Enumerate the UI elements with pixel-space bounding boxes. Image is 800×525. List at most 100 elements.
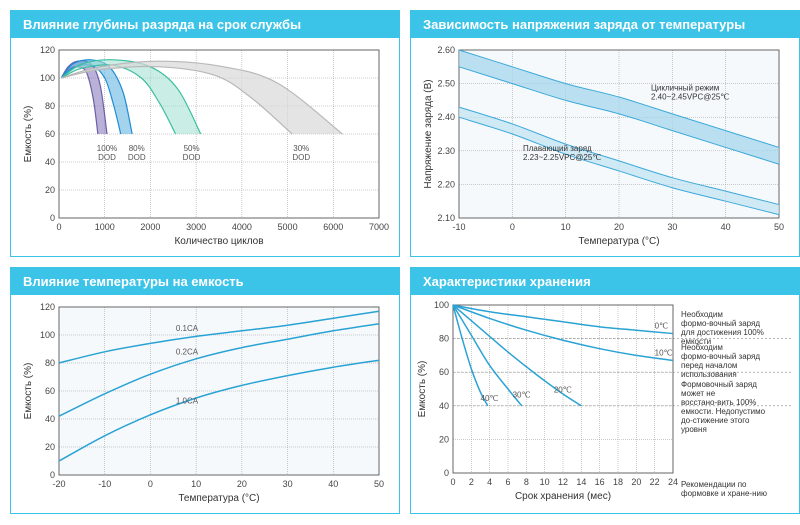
panel-temp-capacity-title: Влияние температуры на емкость bbox=[11, 268, 399, 295]
svg-text:0: 0 bbox=[444, 468, 449, 478]
svg-text:14: 14 bbox=[576, 477, 586, 487]
svg-text:10: 10 bbox=[561, 222, 571, 232]
svg-text:40: 40 bbox=[45, 157, 55, 167]
svg-text:50: 50 bbox=[374, 479, 384, 489]
panel-dod-title: Влияние глубины разряда на срок службы bbox=[11, 11, 399, 38]
svg-text:30%: 30% bbox=[293, 144, 309, 153]
svg-text:Емкость (%): Емкость (%) bbox=[23, 363, 34, 420]
svg-text:22: 22 bbox=[650, 477, 660, 487]
svg-text:0: 0 bbox=[450, 477, 455, 487]
svg-text:60: 60 bbox=[439, 367, 449, 377]
svg-text:DOD: DOD bbox=[98, 153, 116, 162]
svg-text:40: 40 bbox=[721, 222, 731, 232]
chart-storage: 024681012141618202224020406080100Срок хр… bbox=[415, 299, 793, 509]
svg-text:8: 8 bbox=[524, 477, 529, 487]
svg-text:50%: 50% bbox=[184, 144, 200, 153]
svg-text:10: 10 bbox=[540, 477, 550, 487]
svg-text:восстано-вить 100%: восстано-вить 100% bbox=[681, 398, 756, 407]
svg-text:Температура (°C): Температура (°C) bbox=[578, 236, 659, 247]
svg-text:20: 20 bbox=[614, 222, 624, 232]
svg-text:емкости. Недопустимо: емкости. Недопустимо bbox=[681, 407, 766, 416]
svg-text:6000: 6000 bbox=[323, 222, 343, 232]
svg-text:для достижения 100%: для достижения 100% bbox=[681, 328, 764, 337]
svg-text:3000: 3000 bbox=[186, 222, 206, 232]
svg-text:2.30: 2.30 bbox=[437, 146, 455, 156]
svg-text:0: 0 bbox=[50, 470, 55, 480]
svg-text:Напряжение заряда (В): Напряжение заряда (В) bbox=[423, 79, 434, 188]
svg-text:80: 80 bbox=[45, 101, 55, 111]
chart-voltage: -10010203040502.102.202.302.402.502.60Те… bbox=[415, 42, 793, 252]
svg-text:12: 12 bbox=[558, 477, 568, 487]
svg-text:формо-вочный заряд: формо-вочный заряд bbox=[681, 319, 760, 328]
svg-text:Рекомендации по: Рекомендации по bbox=[681, 480, 747, 489]
svg-text:Плавающий заряд: Плавающий заряд bbox=[523, 144, 592, 153]
panel-storage: Характеристики хранения 0246810121416182… bbox=[410, 267, 800, 514]
svg-text:80%: 80% bbox=[129, 144, 145, 153]
svg-text:Емкость (%): Емкость (%) bbox=[23, 106, 34, 163]
svg-text:120: 120 bbox=[40, 45, 55, 55]
svg-text:DOD: DOD bbox=[183, 153, 201, 162]
svg-text:24: 24 bbox=[668, 477, 678, 487]
svg-text:16: 16 bbox=[595, 477, 605, 487]
svg-text:перед началом: перед началом bbox=[681, 361, 737, 370]
svg-text:80: 80 bbox=[439, 334, 449, 344]
svg-text:0.2CA: 0.2CA bbox=[176, 348, 199, 357]
svg-text:Необходим: Необходим bbox=[681, 310, 723, 319]
svg-text:до-стижение этого: до-стижение этого bbox=[681, 416, 750, 425]
svg-text:6: 6 bbox=[505, 477, 510, 487]
panel-dod: Влияние глубины разряда на срок службы 0… bbox=[10, 10, 400, 257]
svg-text:формо-вочный заряд: формо-вочный заряд bbox=[681, 352, 760, 361]
svg-text:2.60: 2.60 bbox=[437, 45, 455, 55]
panel-voltage-title: Зависимость напряжения заряда от темпера… bbox=[411, 11, 799, 38]
svg-text:4: 4 bbox=[487, 477, 492, 487]
svg-text:Температура (°C): Температура (°C) bbox=[178, 493, 259, 504]
svg-text:100: 100 bbox=[434, 300, 449, 310]
svg-text:5000: 5000 bbox=[278, 222, 298, 232]
svg-text:4000: 4000 bbox=[232, 222, 252, 232]
svg-text:-10: -10 bbox=[452, 222, 465, 232]
svg-text:50: 50 bbox=[774, 222, 784, 232]
svg-text:20: 20 bbox=[631, 477, 641, 487]
svg-text:2: 2 bbox=[469, 477, 474, 487]
svg-text:30: 30 bbox=[667, 222, 677, 232]
panel-voltage: Зависимость напряжения заряда от темпера… bbox=[410, 10, 800, 257]
svg-text:60: 60 bbox=[45, 386, 55, 396]
svg-text:30: 30 bbox=[283, 479, 293, 489]
svg-text:1000: 1000 bbox=[95, 222, 115, 232]
svg-text:Срок хранения (мес): Срок хранения (мес) bbox=[515, 491, 611, 502]
svg-text:2.40~2.45VPC@25℃: 2.40~2.45VPC@25℃ bbox=[651, 92, 729, 101]
svg-text:уровня: уровня bbox=[681, 425, 707, 434]
svg-text:формовке и хране-нию: формовке и хране-нию bbox=[681, 489, 767, 498]
svg-text:100: 100 bbox=[40, 330, 55, 340]
svg-text:20: 20 bbox=[439, 434, 449, 444]
svg-text:Цикличный режим: Цикличный режим bbox=[651, 83, 719, 92]
svg-text:0: 0 bbox=[148, 479, 153, 489]
svg-text:может не: может не bbox=[681, 389, 716, 398]
svg-text:18: 18 bbox=[613, 477, 623, 487]
svg-text:-20: -20 bbox=[52, 479, 65, 489]
svg-text:2000: 2000 bbox=[140, 222, 160, 232]
svg-text:использования: использования bbox=[681, 370, 737, 379]
chart-dod: 0100020003000400050006000700002040608010… bbox=[15, 42, 393, 252]
svg-text:40: 40 bbox=[439, 401, 449, 411]
svg-text:Емкость (%): Емкость (%) bbox=[417, 361, 428, 418]
svg-text:10: 10 bbox=[191, 479, 201, 489]
svg-text:DOD: DOD bbox=[292, 153, 310, 162]
panel-storage-title: Характеристики хранения bbox=[411, 268, 799, 295]
svg-text:0.1CA: 0.1CA bbox=[176, 324, 199, 333]
svg-text:40℃: 40℃ bbox=[481, 394, 499, 403]
svg-text:20: 20 bbox=[45, 442, 55, 452]
svg-text:20: 20 bbox=[237, 479, 247, 489]
svg-text:2.20: 2.20 bbox=[437, 179, 455, 189]
svg-text:0: 0 bbox=[510, 222, 515, 232]
svg-text:DOD: DOD bbox=[128, 153, 146, 162]
svg-text:40: 40 bbox=[45, 414, 55, 424]
svg-text:2.50: 2.50 bbox=[437, 79, 455, 89]
svg-text:100%: 100% bbox=[97, 144, 117, 153]
svg-text:0: 0 bbox=[56, 222, 61, 232]
svg-text:20: 20 bbox=[45, 185, 55, 195]
svg-text:10℃: 10℃ bbox=[655, 348, 673, 357]
svg-text:30℃: 30℃ bbox=[513, 390, 531, 399]
svg-text:20℃: 20℃ bbox=[554, 385, 572, 394]
svg-text:120: 120 bbox=[40, 302, 55, 312]
